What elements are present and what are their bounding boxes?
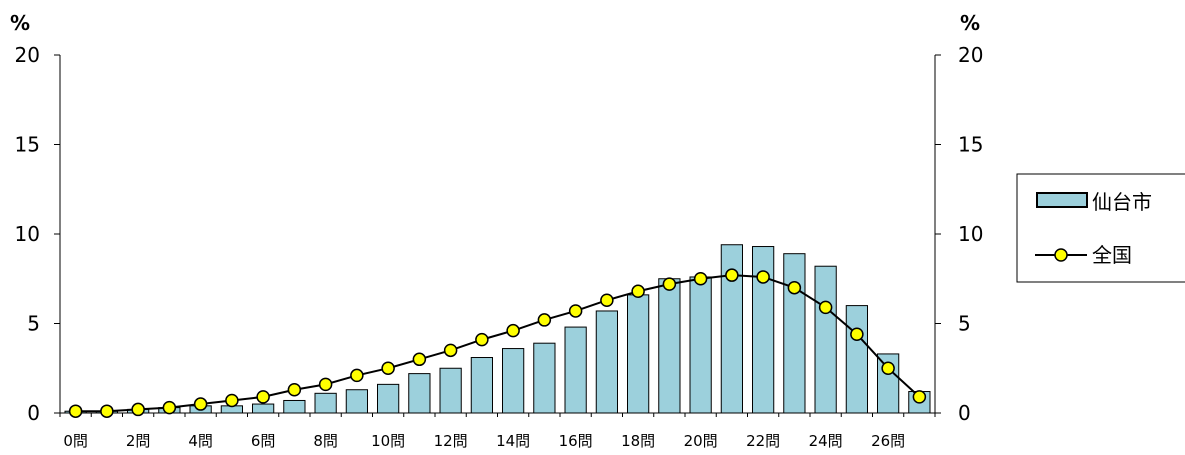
bar — [564, 326, 587, 414]
line-point — [350, 368, 364, 383]
x-tick-label: 8問 — [313, 432, 338, 450]
legend-marker-swatch — [1054, 248, 1068, 262]
x-tick-label: 20問 — [684, 432, 718, 450]
bar — [533, 342, 556, 414]
y-tick-label-right: 0 — [958, 401, 971, 425]
bar — [689, 276, 712, 414]
line-point — [506, 323, 520, 338]
bar — [752, 246, 775, 414]
x-tick-label: 2問 — [126, 432, 151, 450]
left-unit-label: % — [10, 11, 30, 35]
x-tick-label: 6問 — [251, 432, 276, 450]
y-tick-label-left: 15 — [15, 133, 40, 157]
line-point — [600, 293, 614, 307]
bar — [345, 389, 368, 414]
bar — [595, 310, 618, 414]
line-point — [475, 332, 489, 347]
line-point — [568, 304, 583, 318]
line-point — [850, 327, 864, 341]
bar — [439, 367, 462, 414]
y-tick-label-right: 5 — [958, 312, 971, 336]
line-point — [381, 361, 395, 375]
bar — [314, 392, 337, 414]
legend-label-national: 全国 — [1092, 243, 1132, 267]
y-tick-label-right: 20 — [958, 43, 983, 67]
bar-series-sendai — [64, 244, 931, 414]
line-point — [693, 272, 708, 286]
x-tick-label: 18問 — [621, 432, 655, 450]
x-tick-label: 24問 — [809, 432, 843, 450]
x-tick-label: 4問 — [188, 432, 213, 450]
line-point — [225, 393, 239, 408]
line-point — [318, 377, 333, 392]
bar — [283, 399, 306, 414]
y-tick-label-left: 5 — [27, 312, 40, 336]
line-point — [756, 270, 770, 284]
x-tick-label: 22問 — [746, 432, 780, 450]
line-point — [787, 280, 802, 295]
bar — [845, 305, 868, 414]
x-tick-label: 14問 — [496, 432, 530, 450]
y-tick-label-left: 20 — [15, 43, 40, 67]
x-tick-label: 12問 — [434, 432, 468, 450]
line-point — [162, 400, 177, 415]
bar — [408, 373, 431, 414]
line-point — [631, 284, 645, 299]
line-point — [443, 343, 458, 358]
legend-bar-swatch — [1036, 192, 1088, 208]
line-point — [193, 397, 208, 411]
bar — [377, 383, 400, 414]
line-point — [412, 352, 427, 367]
y-tick-label-left: 10 — [15, 222, 40, 246]
line-series-national — [68, 268, 927, 418]
line-point — [256, 390, 270, 404]
bar — [252, 403, 275, 414]
tick-labels: 0 0 5 5 10 10 15 15 20 20 0問 2問 4問 6問 8問 10問 12問 14問 16問 18… — [15, 43, 984, 450]
bar — [720, 244, 743, 414]
bar — [627, 294, 650, 414]
axes — [54, 54, 941, 417]
bar — [814, 265, 837, 414]
line-point — [912, 390, 927, 404]
line-point — [818, 300, 833, 315]
y-tick-label-left: 0 — [27, 401, 40, 425]
line-point — [131, 402, 145, 417]
line-point — [100, 404, 114, 418]
bar — [470, 357, 493, 414]
line-point — [537, 313, 552, 327]
y-tick-label-right: 10 — [958, 222, 983, 246]
line-point — [662, 277, 677, 291]
legend: 仙台市 全国 — [1016, 173, 1185, 283]
line-point — [881, 361, 895, 375]
x-tick-label: 26問 — [871, 432, 905, 450]
bar — [502, 348, 525, 414]
series-line — [75, 274, 921, 413]
x-tick-label: 0問 — [63, 432, 88, 450]
y-tick-label-right: 15 — [958, 133, 983, 157]
line-point — [725, 268, 739, 282]
legend-label-sendai: 仙台市 — [1092, 190, 1152, 214]
line-point — [68, 404, 83, 418]
x-tick-label: 10問 — [371, 432, 405, 450]
bar — [783, 253, 806, 414]
x-tick-label: 16問 — [559, 432, 593, 450]
bar — [658, 278, 681, 414]
line-point — [287, 382, 302, 397]
right-unit-label: % — [960, 11, 980, 35]
